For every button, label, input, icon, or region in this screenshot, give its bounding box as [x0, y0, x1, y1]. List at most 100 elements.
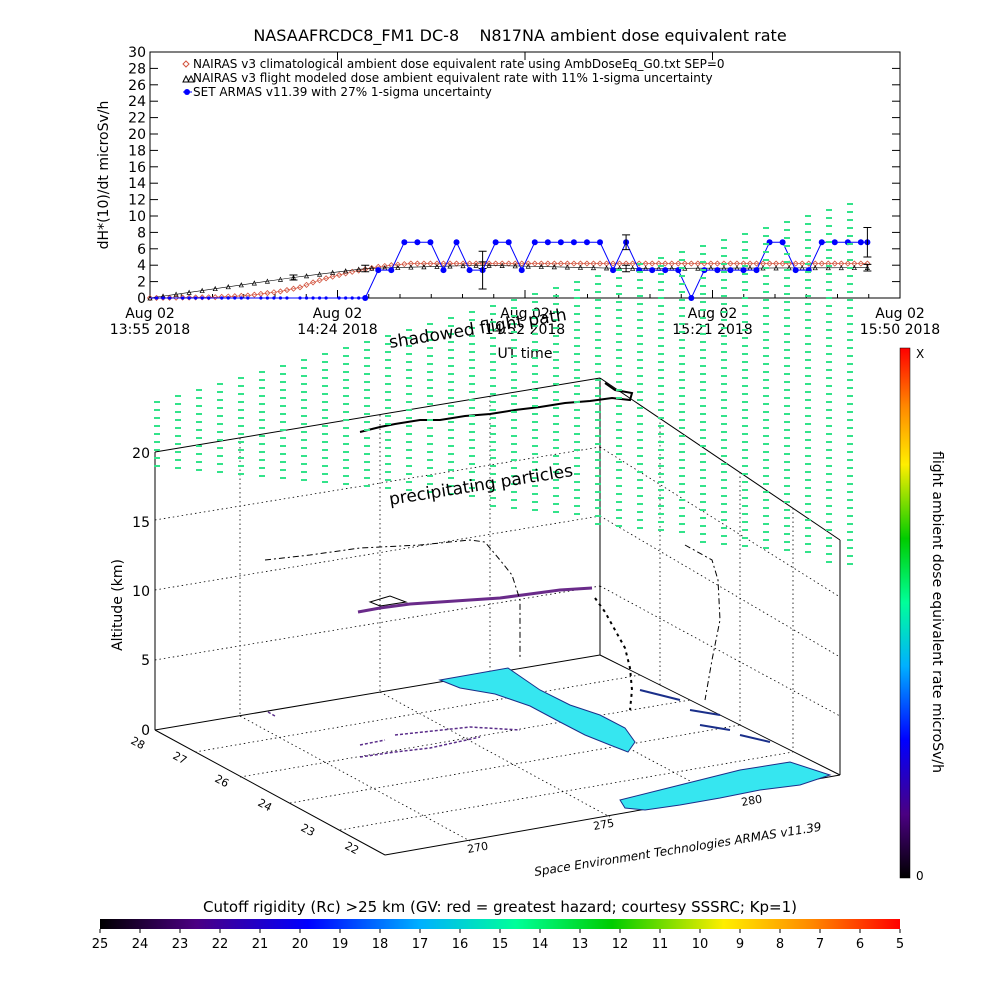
cutoff-tick-label: 20: [292, 937, 309, 952]
x-tick-date: Aug 02: [125, 306, 175, 322]
data-point-dot: [688, 295, 695, 301]
error-bar: [289, 274, 298, 281]
data-point-diamond: [459, 260, 467, 267]
lat-tick-label: 22: [343, 839, 361, 857]
lon-tick-label: 270: [466, 840, 489, 856]
latitude-axis: 28 27 26 24 23 22: [129, 734, 361, 857]
x-tick-time: 15:21 2018: [672, 322, 752, 338]
x-tick-time: 14:52 2018: [485, 322, 565, 338]
data-point-dot: [610, 267, 617, 274]
cutoff-scale-label: Cutoff rigidity (Rc) >25 km (GV: red = g…: [203, 898, 797, 916]
data-point-diamond: [551, 260, 558, 267]
data-point-diamond: [186, 294, 193, 301]
data-point-dot: [246, 296, 250, 300]
data-point-dot: [649, 267, 656, 274]
data-point-diamond: [583, 260, 591, 267]
data-point-diamond: [570, 260, 577, 267]
data-point-diamond: [323, 275, 330, 282]
data-point-diamond: [857, 260, 864, 267]
lon-tick-label: 275: [592, 817, 615, 833]
chart-title: NASAAFRCDC8_FM1 DC-8 N817NA ambient dose…: [253, 26, 786, 46]
data-point-dot: [357, 296, 361, 300]
projected-path: [264, 539, 521, 660]
cutoff-tick-label: 7: [816, 937, 824, 952]
cutoff-tick-label: 23: [172, 937, 189, 952]
x-tick-time: 15:50 2018: [860, 322, 940, 338]
data-point-dot: [570, 239, 577, 246]
colorbar-max-label: X: [916, 347, 924, 361]
cutoff-tick-label: 13: [572, 937, 589, 952]
cutoff-tick-label: 25: [92, 937, 109, 952]
lat-tick-label: 28: [129, 734, 147, 752]
cutoff-tick-label: 12: [612, 937, 629, 952]
y-tick-label: 12: [128, 193, 146, 209]
projected-path-east: [684, 544, 721, 701]
cutoff-tick-label: 17: [412, 937, 429, 952]
flight-tracks: [264, 382, 721, 711]
error-bar: [622, 234, 631, 251]
x-tick-time: 13:55 2018: [110, 322, 190, 338]
y-tick-label: 22: [128, 111, 146, 127]
data-point-dot: [167, 296, 172, 300]
lat-tick-label: 26: [213, 772, 231, 790]
timeseries-series: [146, 226, 872, 302]
data-point-dot: [161, 296, 165, 300]
cutoff-tick-label: 6: [856, 937, 864, 952]
data-point-diamond: [251, 291, 258, 298]
z-tick-label: 15: [132, 515, 150, 531]
data-point-diamond: [492, 260, 499, 267]
cutoff-tick-label: 10: [692, 937, 709, 952]
3d-grid: [154, 396, 841, 842]
data-point-dot: [200, 296, 204, 300]
data-point-diamond: [649, 260, 656, 267]
bahamas-outline: [639, 689, 771, 743]
cutoff-tick-label: 14: [532, 937, 549, 952]
3d-box: [154, 377, 841, 856]
data-point-dot: [259, 296, 263, 300]
cutoff-tick-label: 15: [492, 937, 509, 952]
cutoff-tick-label: 22: [212, 937, 229, 952]
data-point-diamond: [173, 294, 180, 301]
data-point-dot: [298, 296, 302, 300]
data-point-diamond: [766, 260, 773, 267]
data-point-dot: [518, 267, 525, 274]
cuba-landmass: [619, 761, 832, 811]
data-point-dot: [662, 267, 669, 274]
data-point-dot: [466, 267, 473, 274]
data-point-diamond: [199, 294, 206, 301]
data-point-dot: [304, 296, 309, 300]
data-point-dot: [278, 296, 283, 300]
data-point-dot: [272, 296, 276, 300]
data-point-dot: [492, 239, 499, 246]
y-tick-label: 18: [128, 143, 146, 159]
data-point-dot: [583, 239, 590, 246]
error-bar: [361, 264, 370, 273]
data-point-diamond: [466, 260, 473, 267]
data-point-dot: [265, 296, 269, 300]
legend: NAIRAS v3 climatological ambient dose eq…: [182, 57, 725, 99]
data-point-dot: [362, 295, 369, 301]
precipitating-particles-field: [154, 203, 853, 565]
data-point-dot: [388, 267, 395, 274]
flight-path-marker: [368, 595, 408, 607]
data-point-diamond: [205, 294, 212, 301]
data-point-diamond: [349, 268, 356, 275]
data-point-diamond: [270, 289, 277, 296]
coast-outline: [267, 711, 521, 758]
data-point-diamond: [609, 260, 617, 267]
data-point-diamond: [636, 260, 643, 267]
data-point-diamond: [290, 285, 297, 292]
y-tick-label: 4: [137, 258, 146, 274]
y-tick-label: 8: [137, 225, 146, 241]
error-bar: [863, 263, 872, 272]
data-point-diamond: [192, 294, 199, 301]
data-point-diamond: [831, 260, 838, 267]
legend-item-armas: SET ARMAS v11.39 with 27% 1-sigma uncert…: [183, 85, 492, 99]
data-point-dot: [714, 267, 721, 274]
x-tick-date: Aug 02: [313, 306, 363, 322]
z-tick-label: 20: [132, 446, 150, 462]
legend-item-nairas-climatological: NAIRAS v3 climatological ambient dose eq…: [182, 57, 725, 71]
legend-marker-triangle-icon: [182, 74, 195, 83]
error-bar: [863, 226, 872, 258]
